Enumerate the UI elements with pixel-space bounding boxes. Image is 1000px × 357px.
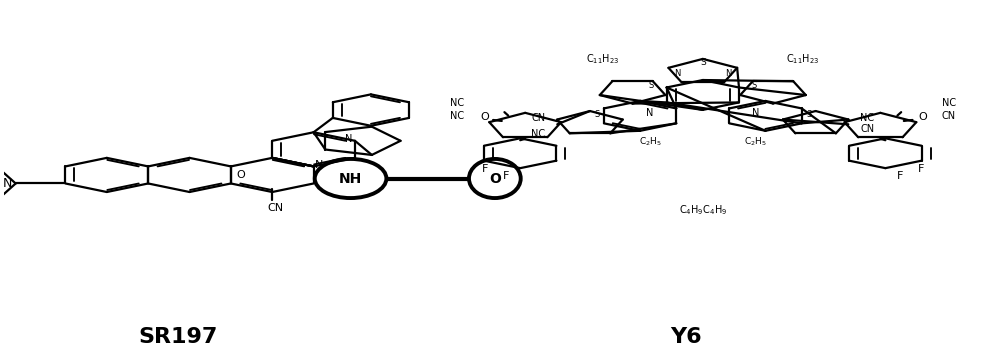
Text: O: O	[481, 112, 490, 122]
Text: CN: CN	[531, 113, 545, 123]
Text: N: N	[646, 108, 654, 118]
Text: NC: NC	[450, 111, 464, 121]
Text: $\mathdefault{C_2H_5}$: $\mathdefault{C_2H_5}$	[744, 135, 767, 148]
Text: CN: CN	[942, 111, 956, 121]
Text: S: S	[700, 57, 706, 67]
Text: N: N	[752, 108, 759, 118]
Text: O: O	[236, 170, 245, 180]
Text: F: F	[482, 164, 488, 174]
Text: NC: NC	[860, 113, 875, 123]
Text: S: S	[649, 81, 654, 90]
Text: S: S	[806, 110, 811, 119]
Text: $\mathdefault{C_2H_5}$: $\mathdefault{C_2H_5}$	[639, 135, 662, 148]
Text: Y6: Y6	[670, 327, 702, 347]
Text: N: N	[725, 69, 731, 77]
Text: NH: NH	[339, 171, 362, 186]
Text: F: F	[918, 164, 924, 174]
Text: F: F	[897, 171, 903, 181]
Text: $\mathdefault{C_4H_9C_4H_9}$: $\mathdefault{C_4H_9C_4H_9}$	[679, 203, 727, 217]
Text: F: F	[502, 171, 509, 181]
Text: $\mathdefault{C_{11}H_{23}}$: $\mathdefault{C_{11}H_{23}}$	[786, 52, 820, 66]
Text: N: N	[345, 134, 353, 144]
Text: NC: NC	[531, 129, 545, 139]
Text: NC: NC	[942, 98, 956, 108]
Text: N: N	[314, 160, 323, 170]
Text: S: S	[594, 110, 599, 119]
Text: O: O	[489, 171, 501, 186]
Text: N: N	[2, 177, 12, 190]
Text: N: N	[674, 69, 681, 77]
Text: SR197: SR197	[139, 327, 218, 347]
Text: $\mathdefault{C_{11}H_{23}}$: $\mathdefault{C_{11}H_{23}}$	[586, 52, 619, 66]
Text: O: O	[918, 112, 927, 122]
Text: CN: CN	[860, 124, 875, 134]
Text: S: S	[751, 81, 757, 90]
Text: NC: NC	[450, 98, 464, 108]
Text: CN: CN	[267, 202, 283, 212]
